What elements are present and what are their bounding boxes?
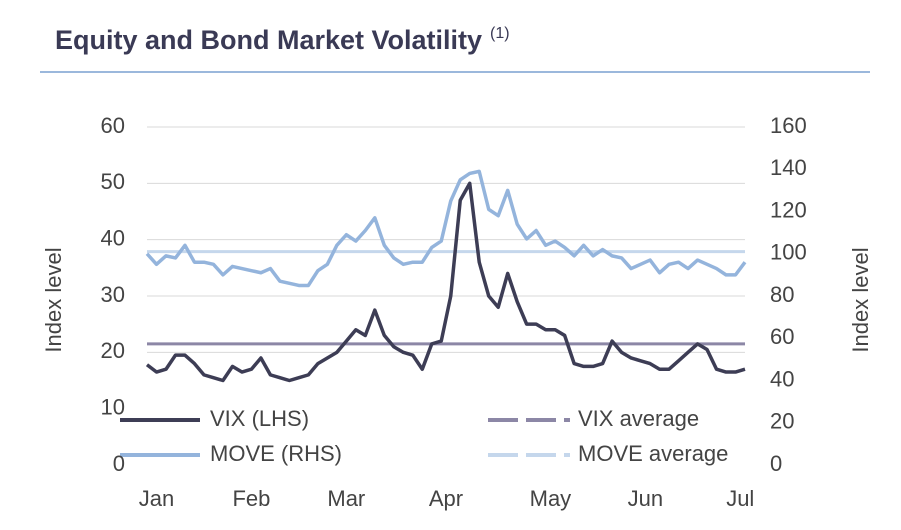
legend-label: MOVE average [578, 441, 728, 466]
legend-label: MOVE (RHS) [210, 441, 342, 466]
x-tick-label: Apr [429, 486, 463, 511]
legend-label: VIX (LHS) [210, 406, 309, 431]
y-tick-label: 0 [113, 451, 125, 476]
y-tick-label: 10 [101, 394, 125, 419]
y2-tick-label: 120 [770, 197, 807, 222]
chart-title: Equity and Bond Market Volatility (1) [55, 25, 510, 55]
title-note: (1) [490, 25, 510, 42]
y2-tick-label: 100 [770, 240, 807, 265]
y-tick-label: 60 [101, 113, 125, 138]
y-tick-label: 20 [101, 338, 125, 363]
axes: 0 10 20 30 40 50 60 0 20 40 60 80 100 120 140 160 Jan Feb… [101, 113, 807, 511]
legend-background [110, 402, 765, 475]
y2-tick-label: 40 [770, 366, 794, 391]
y-axis-title: Index level [41, 247, 66, 352]
y-tick-label: 30 [101, 282, 125, 307]
y2-tick-label: 160 [770, 113, 807, 138]
legend: VIX (LHS) MOVE (RHS) VIX average MOVE avera… [120, 406, 728, 466]
x-tick-label: Feb [232, 486, 270, 511]
series-line [145, 181, 746, 383]
x-tick-label: Jan [139, 486, 174, 511]
y2-axis-title: Index level [848, 247, 873, 352]
y2-tick-label: 140 [770, 155, 807, 180]
x-tick-label: May [530, 486, 572, 511]
plot-area [145, 169, 747, 383]
y2-tick-label: 20 [770, 409, 794, 434]
y2-tick-label: 0 [770, 451, 782, 476]
y-tick-label: 40 [101, 225, 125, 250]
series-line [145, 169, 747, 288]
title-text: Equity and Bond Market Volatility [55, 25, 482, 55]
x-tick-label: Jul [726, 486, 754, 511]
x-tick-label: Jun [628, 486, 663, 511]
y2-tick-label: 80 [770, 282, 794, 307]
x-tick-label: Mar [327, 486, 365, 511]
y2-tick-label: 60 [770, 324, 794, 349]
legend-label: VIX average [578, 406, 699, 431]
y-tick-label: 50 [101, 169, 125, 194]
